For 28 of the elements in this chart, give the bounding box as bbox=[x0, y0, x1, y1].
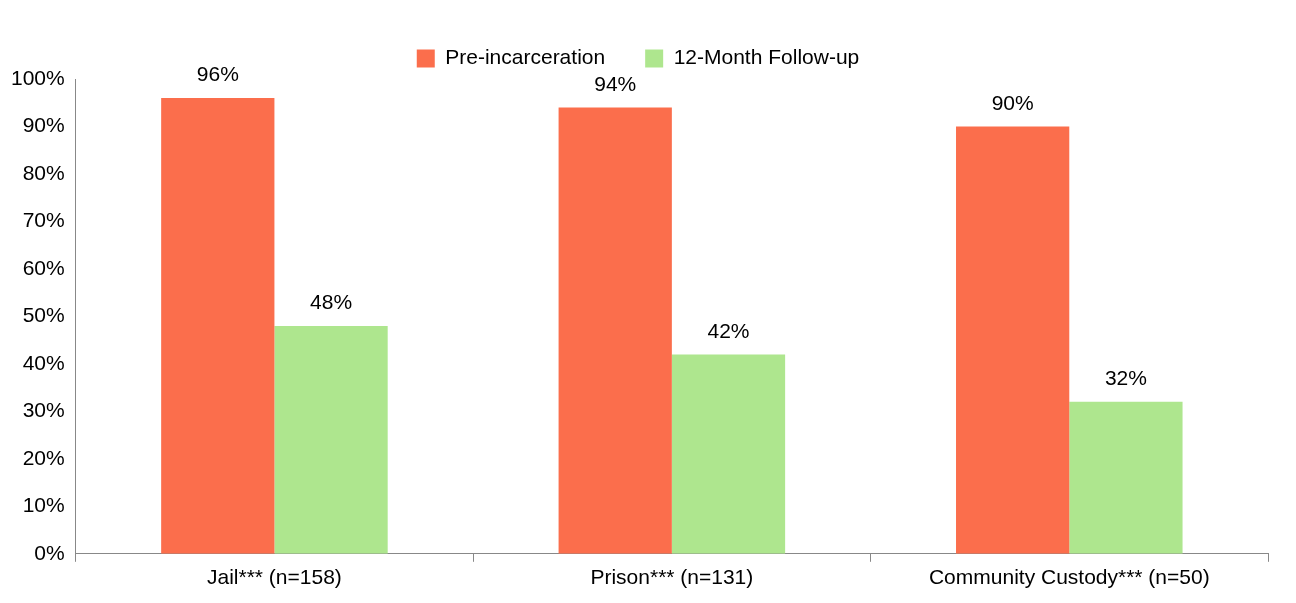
y-tick-label: 90% bbox=[22, 113, 65, 137]
legend-label: 12-Month Follow-up bbox=[673, 45, 860, 69]
data-label: 48% bbox=[310, 290, 353, 314]
data-label: 32% bbox=[1104, 366, 1147, 390]
bar bbox=[956, 126, 1070, 554]
data-label: 96% bbox=[196, 62, 239, 86]
y-tick-label: 70% bbox=[22, 208, 65, 232]
bar bbox=[671, 354, 786, 554]
y-tick-label: 30% bbox=[22, 398, 65, 422]
y-tick-label: 100% bbox=[10, 65, 65, 89]
x-tick-label: Prison*** (n=131) bbox=[590, 565, 754, 589]
x-tick-label: Community Custody*** (n=50) bbox=[928, 565, 1210, 589]
y-tick-label: 0% bbox=[34, 540, 65, 564]
data-label: 90% bbox=[991, 90, 1034, 114]
x-tick-label: Jail*** (n=158) bbox=[207, 565, 342, 589]
y-tick-label: 10% bbox=[22, 493, 65, 517]
data-label: 42% bbox=[707, 318, 750, 342]
bar bbox=[1069, 401, 1183, 554]
y-tick-label: 20% bbox=[22, 445, 65, 469]
data-label: 94% bbox=[594, 71, 637, 95]
bar bbox=[274, 325, 388, 554]
y-tick-label: 60% bbox=[22, 255, 65, 279]
y-tick-label: 50% bbox=[22, 303, 65, 327]
legend-label: Pre-incarceration bbox=[445, 45, 606, 69]
bar bbox=[558, 107, 672, 554]
bar bbox=[161, 97, 275, 554]
y-tick-label: 40% bbox=[22, 350, 65, 374]
y-tick-label: 80% bbox=[22, 160, 65, 184]
